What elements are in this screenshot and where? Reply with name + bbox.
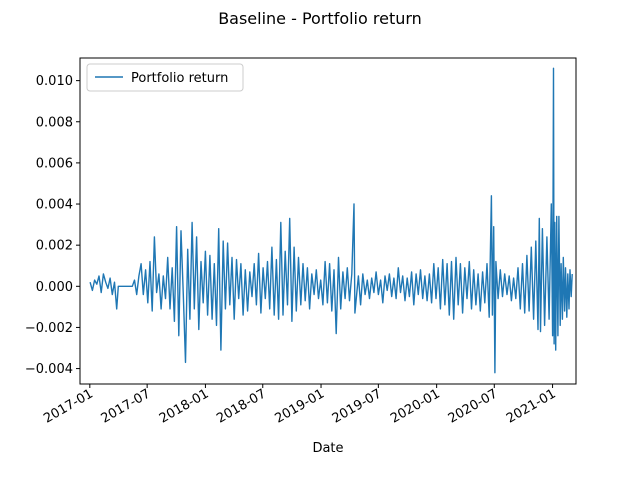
legend-box bbox=[86, 63, 244, 92]
plot-frame bbox=[79, 57, 577, 385]
y-tick-label: 0.006 bbox=[36, 156, 73, 171]
y-tick-label: −0.004 bbox=[25, 362, 73, 377]
y-tick-label: 0.000 bbox=[36, 280, 73, 295]
y-tick-label: 0.010 bbox=[36, 74, 73, 89]
y-tick-label: 0.008 bbox=[36, 115, 73, 130]
plot-area bbox=[89, 67, 573, 374]
legend-label: Portfolio return bbox=[131, 71, 228, 86]
y-tick-label: −0.002 bbox=[25, 321, 73, 336]
y-tick-label: 0.002 bbox=[36, 239, 73, 254]
y-tick-label: 0.004 bbox=[36, 198, 73, 213]
series-line bbox=[89, 67, 573, 374]
x-axis-label: Date bbox=[312, 441, 343, 456]
legend: Portfolio return bbox=[86, 63, 244, 92]
chart-title: Baseline - Portfolio return bbox=[218, 9, 422, 28]
y-axis: −0.004 −0.002 0.000 0.002 0.004 0.006 0.008 0.0… bbox=[25, 74, 80, 377]
